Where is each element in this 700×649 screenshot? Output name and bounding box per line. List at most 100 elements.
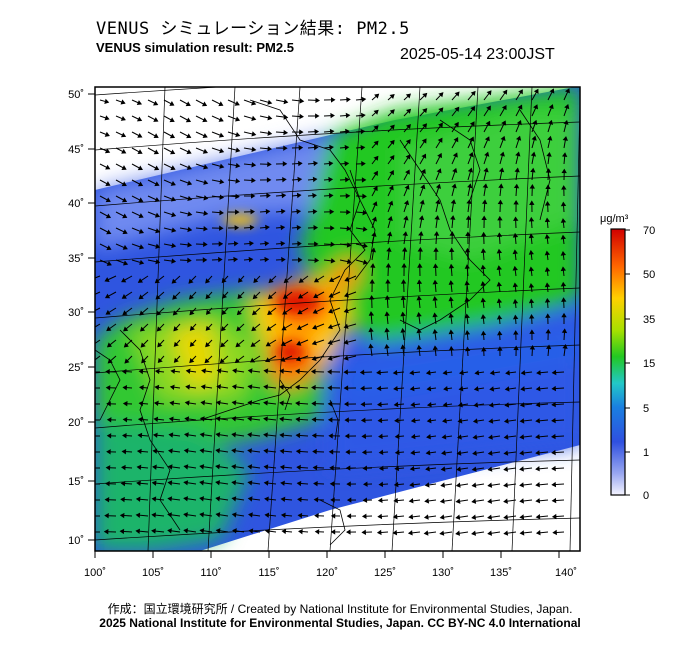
- wind-arrow-head: [135, 528, 140, 534]
- wind-arrow-head: [371, 231, 377, 237]
- wind-arrow-head: [186, 133, 192, 139]
- wind-arrow-head: [282, 176, 287, 183]
- wind-arrow-head: [344, 160, 350, 167]
- wind-arrow-head: [432, 328, 438, 334]
- wind-arrow-head: [423, 530, 429, 536]
- wind-arrow-head: [120, 115, 126, 121]
- wind-arrow-head: [513, 200, 519, 205]
- wind-arrow-head: [344, 276, 350, 282]
- wind-arrow-head: [121, 368, 127, 375]
- wind-arrow-head: [331, 97, 336, 103]
- wind-arrow-head: [400, 295, 407, 301]
- wind-arrow-head: [530, 167, 536, 173]
- wind-arrow-head: [486, 105, 491, 111]
- wind-arrow-head: [378, 433, 383, 440]
- wind-arrow-head: [107, 358, 113, 364]
- wind-arrow-head: [480, 330, 487, 336]
- wind-arrow-head: [312, 176, 318, 183]
- wind-arrow-head: [503, 498, 508, 504]
- wind-arrow-head: [514, 167, 520, 173]
- wind-arrow-head: [264, 496, 269, 502]
- colorbar-label-5: 5: [643, 403, 649, 415]
- wind-arrow-head: [388, 185, 394, 191]
- wind-arrow-head: [199, 480, 205, 486]
- wind-arrow-head: [90, 386, 93, 390]
- wind-arrow-head: [544, 217, 551, 223]
- wind-arrow-head: [513, 330, 519, 335]
- colorbar-label-35: 35: [643, 314, 655, 326]
- wind-arrow-head: [551, 465, 556, 472]
- wind-arrow-head: [314, 513, 319, 519]
- wind-arrow-head: [464, 247, 471, 253]
- wind-arrow-head: [265, 341, 271, 347]
- wind-arrow-head: [544, 297, 551, 303]
- wind-arrow-head: [122, 213, 128, 219]
- wind-arrow-head: [410, 433, 416, 440]
- wind-arrow-head: [467, 167, 474, 173]
- wind-arrow-head: [299, 113, 304, 120]
- wind-arrow-head: [311, 400, 316, 407]
- wind-arrow-head: [170, 368, 176, 374]
- wind-arrow-head: [152, 432, 158, 438]
- wind-arrow-head: [233, 256, 239, 263]
- wind-arrow-head: [384, 295, 391, 300]
- wind-arrow-head: [452, 167, 458, 173]
- wind-arrow-head: [263, 464, 269, 470]
- wind-arrow-head: [106, 433, 112, 439]
- wind-arrow-head: [328, 192, 334, 199]
- wind-arrow-head: [346, 497, 352, 503]
- wind-arrow-head: [402, 231, 408, 237]
- wind-arrow-head: [251, 100, 257, 106]
- wind-arrow-head: [199, 512, 205, 518]
- wind-arrow-head: [529, 184, 535, 189]
- wind-arrow-head: [329, 277, 335, 283]
- wind-arrow-head: [481, 199, 488, 205]
- wind-arrow-head: [267, 99, 273, 105]
- wind-arrow-head: [298, 528, 303, 535]
- wind-arrow-head: [237, 293, 243, 299]
- wind-arrow-head: [313, 225, 319, 231]
- wind-arrow-head: [389, 139, 395, 145]
- lat-label-45: 45˚: [68, 144, 84, 156]
- wind-arrow-head: [502, 89, 508, 95]
- wind-arrow-head: [330, 241, 336, 248]
- forecast-timestamp: 2025-05-14 23:00JST: [400, 46, 555, 63]
- wind-arrow-head: [371, 216, 377, 222]
- lon-label-130: 130˚: [432, 567, 454, 579]
- wind-arrow-head: [136, 100, 143, 105]
- wind-arrow-head: [221, 309, 227, 316]
- wind-arrow-head: [384, 327, 390, 333]
- wind-arrow-head: [426, 417, 432, 424]
- wind-arrow-head: [267, 115, 273, 121]
- wind-arrow-head: [314, 241, 319, 247]
- wind-arrow-head: [282, 161, 288, 167]
- wind-arrow-head: [548, 104, 554, 110]
- wind-arrow-head: [512, 249, 518, 255]
- wind-arrow-head: [248, 528, 254, 534]
- wind-arrow-head: [200, 384, 206, 390]
- wind-arrow-head: [189, 358, 195, 364]
- wind-arrow-head: [295, 432, 301, 439]
- wind-arrow-head: [329, 465, 334, 471]
- wind-arrow-head: [361, 529, 367, 535]
- wind-arrow-head: [136, 480, 141, 487]
- wind-arrow-head: [169, 101, 175, 106]
- wind-arrow-head: [279, 432, 284, 438]
- wind-arrow-head: [561, 185, 567, 190]
- wind-arrow-head: [153, 416, 159, 422]
- wind-arrow-head: [435, 199, 441, 205]
- wind-arrow-head: [263, 480, 269, 486]
- wind-arrow-head: [422, 123, 428, 129]
- wind-arrow-head: [464, 313, 470, 319]
- wind-arrow-head: [551, 369, 557, 376]
- wind-arrow-head: [464, 297, 470, 302]
- wind-arrow-head: [528, 266, 535, 272]
- wind-arrow-head: [519, 434, 525, 440]
- wind-arrow-head: [533, 88, 539, 94]
- wind-arrow-head: [90, 370, 93, 374]
- wind-arrow-head: [295, 356, 301, 362]
- wind-arrow-head: [219, 209, 224, 216]
- wind-arrow-head: [503, 530, 509, 536]
- wind-arrow-head: [425, 466, 430, 472]
- lat-label-30: 30˚: [68, 307, 84, 319]
